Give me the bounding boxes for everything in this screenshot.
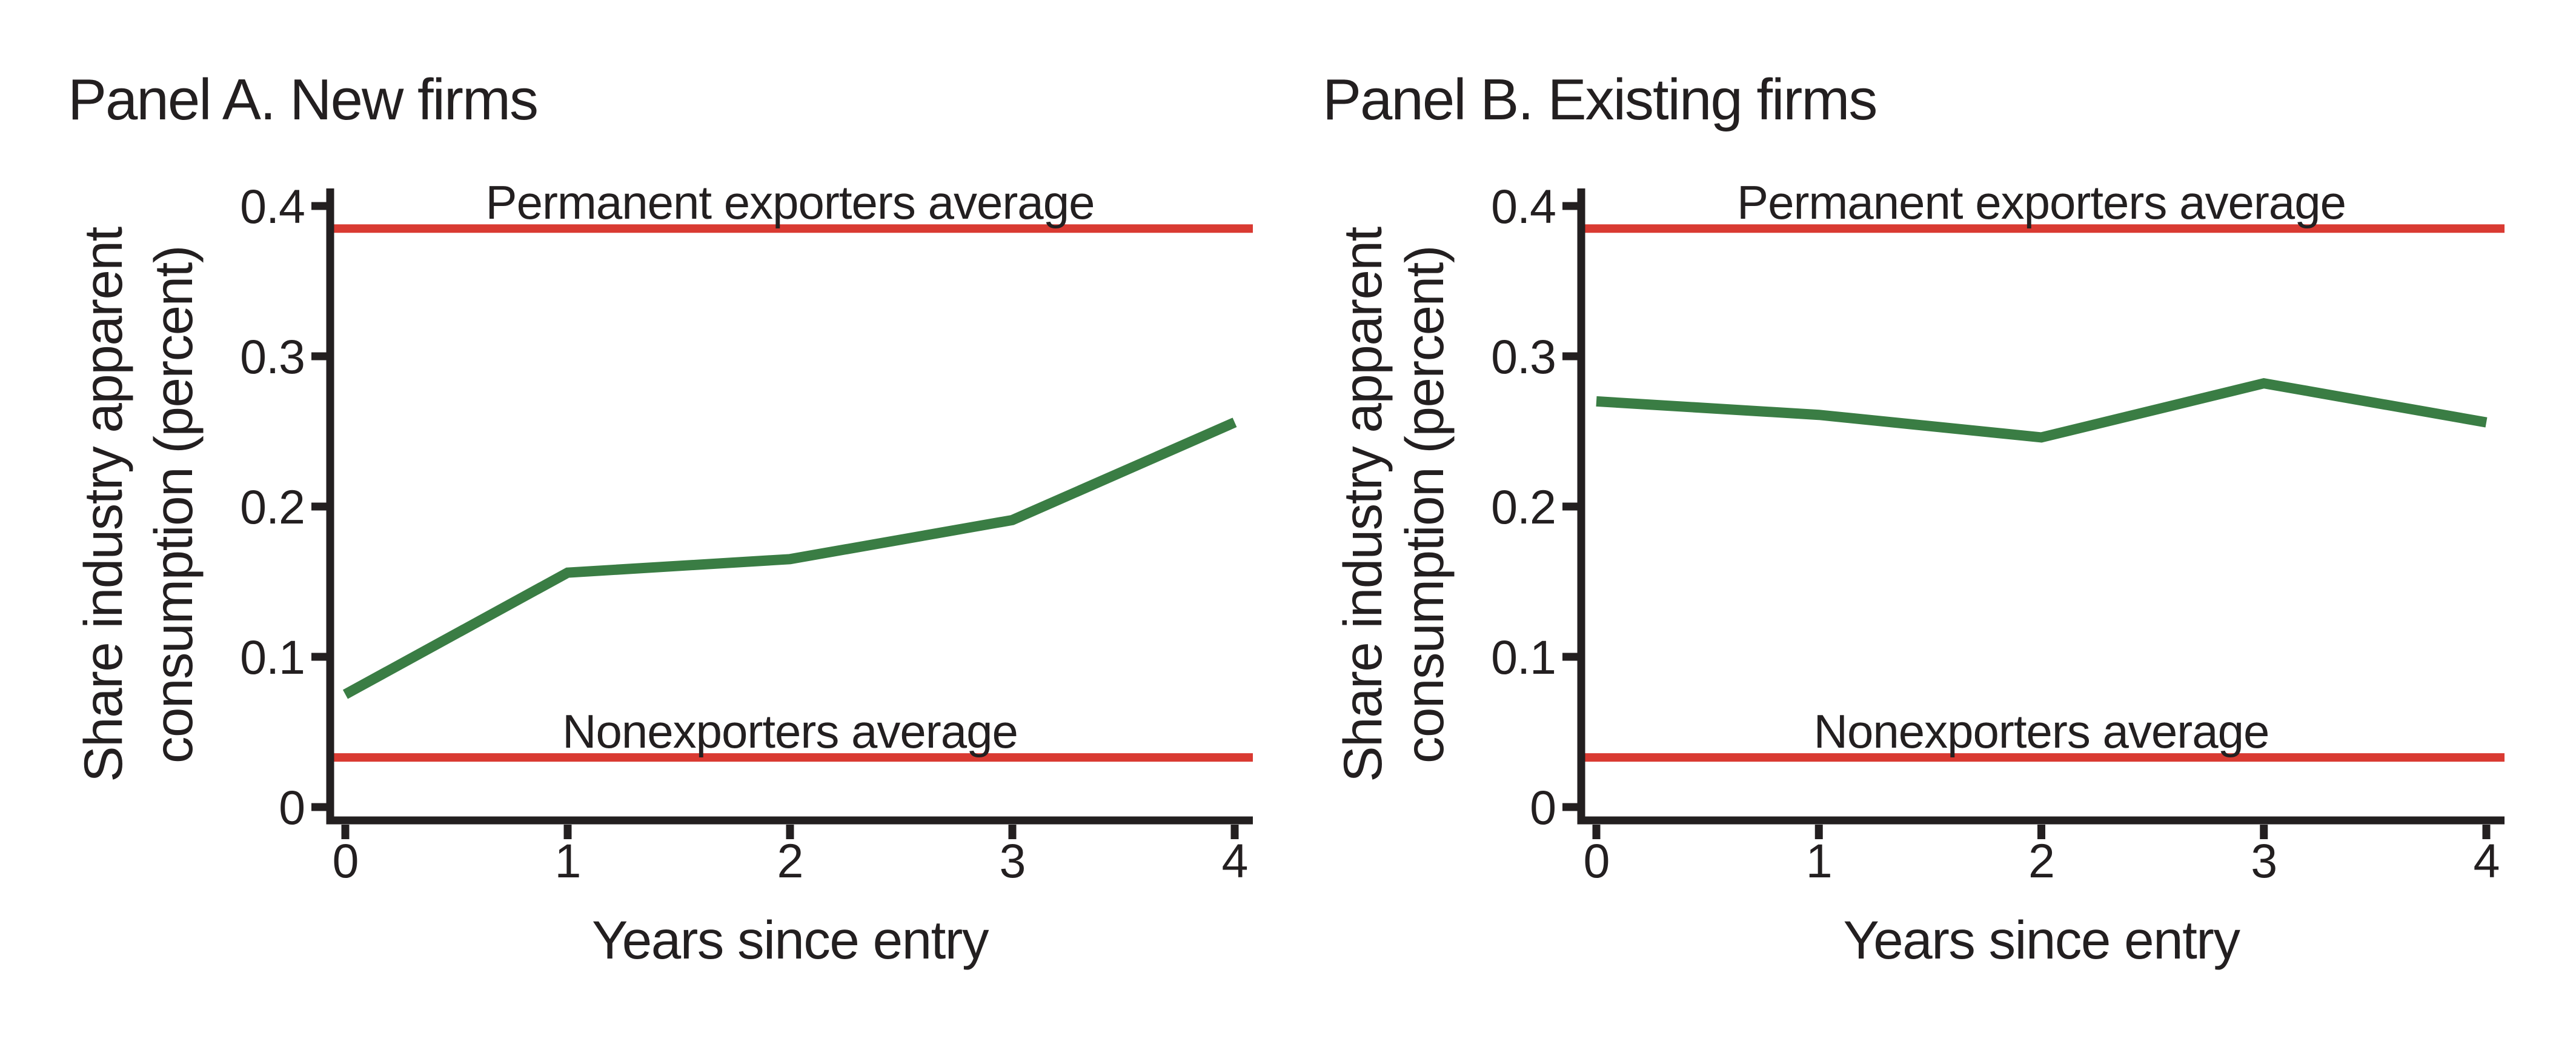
x-tick-label: 4: [2474, 834, 2500, 888]
x-tick-label: 0: [1584, 834, 1610, 888]
y-tick-label: 0.3: [1491, 330, 1556, 384]
y-tick-label: 0.2: [240, 480, 305, 534]
series-line: [1596, 377, 2488, 443]
panel-a-group: Permanent exporters average Nonexporters …: [73, 176, 1253, 970]
panel-b-title: Panel B. Existing firms: [1323, 67, 1877, 132]
y-tick-label: 0.4: [240, 179, 305, 233]
y-tick-label: 0.2: [1491, 480, 1556, 534]
panel-b-group: Permanent exporters average Nonexporters …: [1332, 176, 2505, 970]
y-tick-label: 0.1: [1491, 630, 1556, 684]
x-tick-label: 0: [333, 834, 359, 888]
x-tick-label: 2: [2028, 834, 2054, 888]
x-tick-label: 3: [1000, 834, 1026, 888]
reference-line-label: Nonexporters average: [1814, 705, 2269, 758]
x-axis-title: Years since entry: [592, 909, 989, 970]
panel-a-title: Panel A. New firms: [68, 67, 539, 132]
reference-line-label: Nonexporters average: [562, 705, 1018, 758]
x-axis-title: Years since entry: [1844, 909, 2241, 970]
y-tick-label: 0: [279, 780, 305, 834]
x-tick-label: 3: [2251, 834, 2277, 888]
x-tick-label: 1: [555, 834, 581, 888]
x-tick-label: 1: [1806, 834, 1832, 888]
x-tick-label: 4: [1222, 834, 1248, 888]
x-tick-label: 2: [777, 834, 803, 888]
reference-line-label: Permanent exporters average: [1737, 176, 2346, 229]
y-tick-label: 0.3: [240, 330, 305, 384]
y-axis-title-line: Share industry apparent: [73, 227, 133, 782]
y-axis-title-line: consumption (percent): [143, 246, 204, 763]
reference-line-label: Permanent exporters average: [486, 176, 1095, 229]
y-axis-title-line: consumption (percent): [1394, 246, 1455, 763]
y-axis-title-line: Share industry apparent: [1332, 227, 1393, 782]
y-tick-label: 0.1: [240, 630, 305, 684]
y-tick-label: 0.4: [1491, 179, 1556, 233]
y-tick-label: 0: [1530, 780, 1556, 834]
series-line: [342, 417, 1237, 699]
